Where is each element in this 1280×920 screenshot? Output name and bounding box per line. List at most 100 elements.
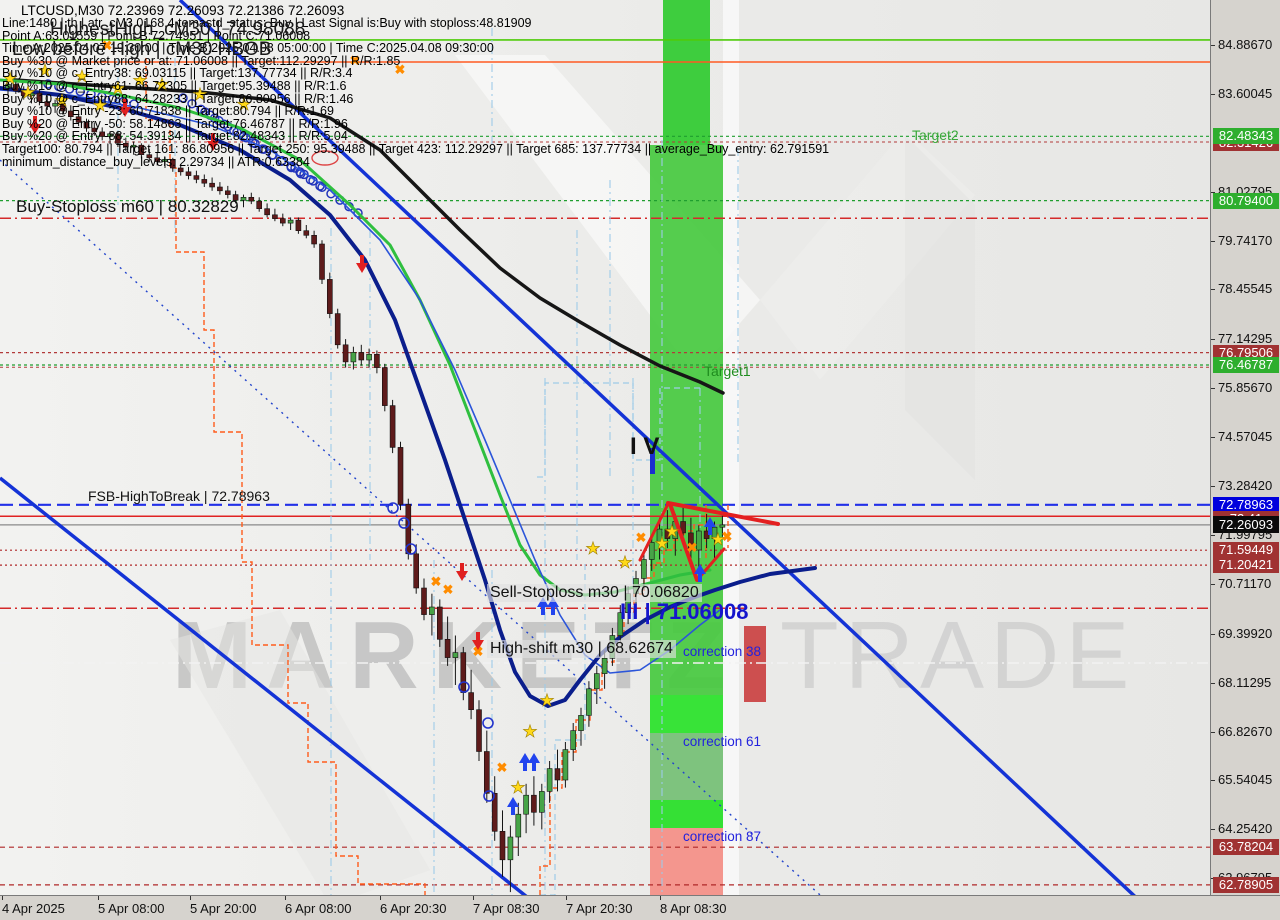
price-badge: 72.26093 [1213, 516, 1279, 534]
star-signal-icon: ★ [510, 778, 525, 797]
buy-arrow-icon [519, 753, 531, 771]
star-signal-icon: ★ [236, 95, 251, 114]
x-signal-icon: ✖ [350, 53, 361, 68]
x-signal-icon: ✖ [431, 574, 442, 589]
chart-canvas[interactable]: ★★★★★★★ ★ ★★★★★★ ★★★★★✖✖✖✖✖✖✖✖✖✖ [0, 0, 1210, 895]
price-tick [1211, 191, 1215, 193]
price-label: 68.11295 [1218, 674, 1272, 690]
price-label: 69.39920 [1218, 625, 1273, 641]
star-signal-icon: ★ [74, 67, 89, 86]
time-tick [98, 896, 99, 900]
price-badge: 76.79506 [1213, 344, 1279, 361]
price-badge: 76.46787 [1213, 357, 1279, 373]
x-signal-icon: ✖ [443, 582, 454, 597]
price-tick [1211, 388, 1215, 390]
price-badge: 63.78204 [1213, 839, 1279, 856]
buy-arrow-icon [528, 753, 540, 771]
x-signal-icon: ✖ [636, 530, 647, 545]
sell-arrow-icon [472, 632, 484, 650]
chart-plot-area[interactable]: MARKETZ TRADE ★★★★★★★★★★★★★★★★★★★✖✖✖✖✖✖✖… [0, 0, 1210, 895]
time-tick [473, 896, 474, 900]
price-tick [1211, 437, 1215, 439]
watermark-red-block [744, 626, 766, 702]
time-label: 5 Apr 08:00 [98, 901, 165, 916]
star-signal-icon: ★ [585, 539, 600, 558]
price-tick [1211, 780, 1215, 782]
level-hit-ring-icon [398, 517, 410, 529]
buy-arrow-icon [507, 797, 519, 815]
x-signal-icon: ✖ [722, 529, 733, 544]
level-hit-ring-icon [483, 790, 495, 802]
price-tick [1211, 93, 1215, 95]
price-level-lines [0, 39, 1210, 886]
x-signal-icon: ✖ [473, 644, 484, 659]
price-label: 65.54045 [1218, 772, 1273, 788]
time-label: 5 Apr 20:00 [190, 901, 257, 916]
star-signal-icon: ★ [20, 83, 35, 102]
sell-arrow-icon [29, 116, 41, 134]
buy-arrow-icon [547, 597, 559, 615]
star-signal-icon: ★ [154, 75, 169, 94]
sell-arrow-icon [119, 99, 131, 117]
time-label: 6 Apr 08:00 [285, 901, 352, 916]
time-tick [285, 896, 286, 900]
star-signal-icon: ★ [132, 71, 147, 90]
x-signal-icon: ✖ [395, 62, 406, 77]
star-signal-icon: ★ [92, 96, 107, 115]
star-signal-icon: ★ [192, 85, 207, 104]
highlight-ellipse [311, 150, 339, 166]
price-badge: 71.59449 [1213, 542, 1279, 559]
price-tick [1211, 240, 1215, 242]
price-badge: 80.79400 [1213, 192, 1279, 209]
buy-arrow-icon [704, 517, 716, 535]
level-hit-ring-icon [387, 502, 399, 514]
time-axis[interactable]: 4 Apr 2025 5 Apr 08:00 5 Apr 20:00 6 Apr 08… [0, 895, 1280, 920]
signal-markers: ★★★★★★★ ★ ★★★★★★ ★★★★★✖✖✖✖✖✖✖✖✖✖ [2, 38, 733, 815]
price-tick [1211, 583, 1215, 585]
star-signal-icon: ★ [37, 61, 52, 80]
star-signal-icon: ★ [617, 553, 632, 572]
price-tick [1211, 45, 1215, 46]
time-label: 6 Apr 20:30 [380, 901, 447, 916]
price-label: 64.25420 [1218, 821, 1273, 837]
price-tick [1211, 289, 1215, 291]
time-label: 8 Apr 08:30 [660, 901, 727, 916]
time-tick [566, 896, 567, 900]
x-signal-icon: ✖ [497, 760, 508, 775]
price-label: 75.85670 [1218, 380, 1273, 396]
price-badge: 62.78905 [1213, 876, 1279, 893]
price-badge: 71.20421 [1213, 557, 1279, 574]
price-label: 84.88670 [1218, 37, 1273, 52]
star-signal-icon: ★ [539, 691, 554, 710]
buy-arrow-icon [537, 597, 549, 615]
price-tick [1211, 633, 1215, 635]
level-hit-ring-icon [405, 543, 417, 555]
candles-layer [5, 80, 726, 893]
blue-tick-mark [650, 448, 655, 474]
fib-zone-bands [650, 0, 739, 895]
sell-arrow-icon [356, 255, 368, 273]
watermark-text-right: TRADE [780, 602, 1136, 709]
star-signal-icon: ★ [2, 69, 17, 88]
trend-lines[interactable] [0, 0, 1160, 895]
price-label: 77.14295 [1218, 331, 1273, 347]
price-label: 73.28420 [1218, 478, 1273, 493]
price-tick [1211, 829, 1215, 831]
thin-blue-ma [0, 89, 721, 674]
price-badge: 82.48343 [1213, 128, 1279, 145]
time-label: 4 Apr 2025 [2, 901, 65, 916]
price-tick [1211, 339, 1215, 341]
price-tick [1211, 486, 1215, 487]
price-label: 78.45545 [1218, 281, 1273, 297]
black-ma [13, 78, 725, 395]
time-tick [660, 896, 661, 900]
price-tick [1211, 731, 1215, 733]
price-axis[interactable]: 84.8867083.6004582.3142682.4834381.02795… [1210, 0, 1280, 895]
sell-arrow-icon [207, 133, 219, 151]
price-label: 79.74170 [1218, 232, 1273, 248]
buy-arrow-icon [694, 564, 706, 582]
star-signal-icon: ★ [110, 79, 125, 98]
time-tick [380, 896, 381, 900]
price-badge: 72.78963 [1213, 496, 1279, 513]
